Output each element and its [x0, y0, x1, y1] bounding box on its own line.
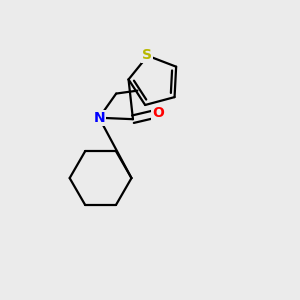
Text: S: S — [142, 48, 152, 62]
Text: O: O — [152, 106, 164, 120]
Text: N: N — [93, 111, 105, 125]
